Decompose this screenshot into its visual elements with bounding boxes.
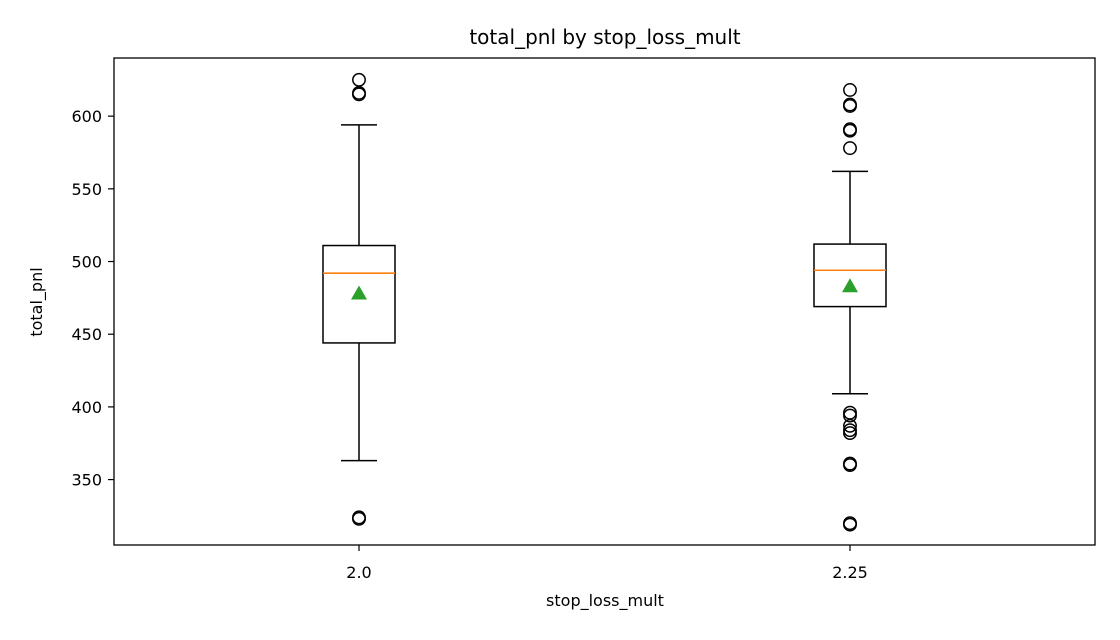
outlier-point [843, 426, 857, 441]
outlier-point [843, 83, 857, 97]
x-axis: 2.0 2.25 [346, 545, 868, 582]
box-group [322, 72, 396, 526]
box [322, 244, 396, 344]
outlier-point [352, 510, 366, 525]
axes-frame [113, 57, 1096, 546]
y-tick-label: 400 [71, 398, 102, 417]
y-axis-label: total_pnl [27, 267, 47, 336]
box [813, 243, 887, 308]
x-tick-label: 2.0 [346, 563, 371, 582]
y-tick-label: 600 [71, 107, 102, 126]
outlier-point [352, 72, 366, 87]
mean-marker [351, 285, 367, 300]
outlier-point [843, 456, 857, 471]
y-tick-label: 500 [71, 253, 102, 272]
y-axis: 350 400 450 500 550 600 [71, 107, 114, 490]
box-group [813, 83, 887, 532]
chart-title: total_pnl by stop_loss_mult [469, 25, 740, 49]
y-tick-label: 550 [71, 180, 102, 199]
y-tick-label: 350 [71, 471, 102, 490]
outlier-point [843, 516, 857, 531]
outlier-point [843, 423, 857, 438]
outlier-point [843, 141, 857, 156]
x-axis-label: stop_loss_mult [546, 591, 664, 611]
outlier-point [843, 405, 857, 420]
outlier-point [843, 97, 857, 112]
plot-content [322, 72, 887, 532]
mean-marker [842, 278, 858, 293]
outlier-point [843, 122, 857, 137]
y-tick-label: 450 [71, 325, 102, 344]
x-tick-label: 2.25 [832, 563, 868, 582]
